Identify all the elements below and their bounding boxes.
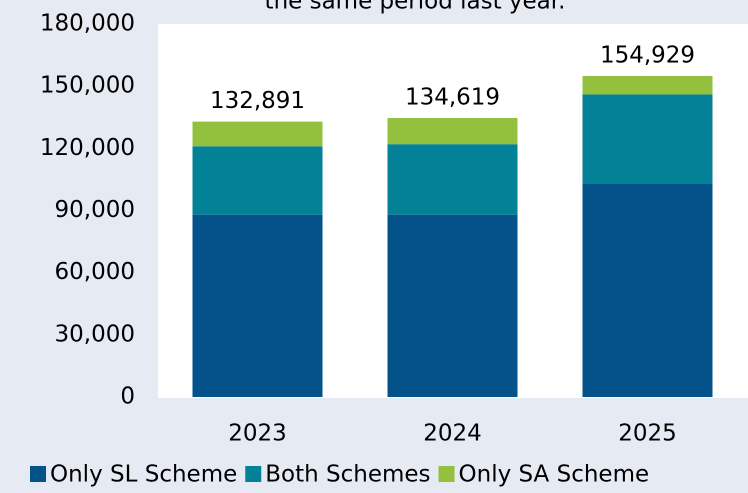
x-tick-label: 2024: [423, 421, 482, 447]
y-tick-label: 180,000: [40, 11, 135, 37]
legend-swatch: [438, 466, 455, 482]
total-label: 134,619: [405, 85, 500, 111]
bar-segment: [582, 183, 713, 397]
y-tick-label: 90,000: [55, 197, 135, 223]
legend-label: Both Schemes: [265, 462, 430, 488]
legend-label: Only SA Scheme: [459, 462, 650, 488]
bar-segment: [192, 146, 323, 215]
y-tick-label: 30,000: [55, 321, 135, 347]
bar-segment: [387, 214, 518, 397]
x-tick-label: 2023: [228, 421, 287, 447]
bar-segment: [387, 144, 518, 215]
bar-segment: [582, 75, 713, 95]
y-tick-label: 0: [120, 384, 135, 410]
legend-label: Only SL Scheme: [50, 462, 237, 488]
legend-swatch: [245, 466, 262, 482]
legend-swatch: [30, 466, 46, 482]
total-label: 132,891: [210, 88, 305, 114]
bar-segment: [387, 118, 518, 145]
total-label: 154,929: [600, 42, 695, 68]
y-tick-label: 120,000: [40, 135, 135, 161]
y-tick-label: 60,000: [55, 259, 135, 285]
bar-segment: [582, 94, 713, 184]
bar-segment: [192, 121, 323, 147]
y-tick-label: 150,000: [40, 73, 135, 99]
x-tick-label: 2025: [618, 421, 677, 447]
bar-segment: [192, 214, 323, 397]
chart-title: the same period last year.: [265, 0, 566, 15]
